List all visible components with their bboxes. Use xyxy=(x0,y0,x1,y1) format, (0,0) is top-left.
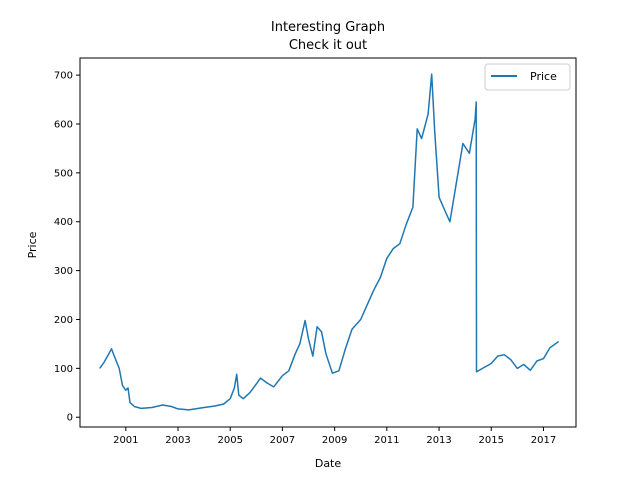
series-group xyxy=(99,73,560,411)
x-tick-label: 2009 xyxy=(322,435,347,446)
x-tick-label: 2015 xyxy=(479,435,504,446)
y-axis-ticks: 0 100 200 300 400 500 600 700 xyxy=(54,71,80,424)
series-line-price xyxy=(99,73,560,411)
y-tick-label: 300 xyxy=(54,266,73,277)
legend-label-price: Price xyxy=(530,70,557,83)
chart-subtitle: Check it out xyxy=(289,38,367,53)
y-tick-label: 100 xyxy=(54,364,73,375)
y-axis-label: Price xyxy=(26,231,39,258)
legend-box xyxy=(484,63,571,91)
y-tick-label: 500 xyxy=(54,168,73,179)
x-tick-label: 2001 xyxy=(113,435,138,446)
x-axis-label: Date xyxy=(315,457,342,470)
y-tick-label: 0 xyxy=(67,413,73,424)
x-tick-label: 2011 xyxy=(374,435,399,446)
x-tick-label: 2007 xyxy=(270,435,295,446)
x-tick-label: 2003 xyxy=(165,435,190,446)
x-tick-label: 2017 xyxy=(531,435,556,446)
legend: Price xyxy=(484,63,571,91)
x-tick-label: 2005 xyxy=(218,435,243,446)
y-tick-label: 200 xyxy=(54,315,73,326)
chart-title: Interesting Graph xyxy=(271,20,385,35)
y-tick-label: 600 xyxy=(54,119,73,130)
x-axis-ticks: 2001 2003 2005 2007 2009 2011 2013 2015 2017 xyxy=(113,427,556,446)
plot-area-frame xyxy=(79,57,577,428)
y-tick-label: 400 xyxy=(54,217,73,228)
y-tick-label: 700 xyxy=(54,71,73,82)
x-tick-label: 2013 xyxy=(426,435,451,446)
